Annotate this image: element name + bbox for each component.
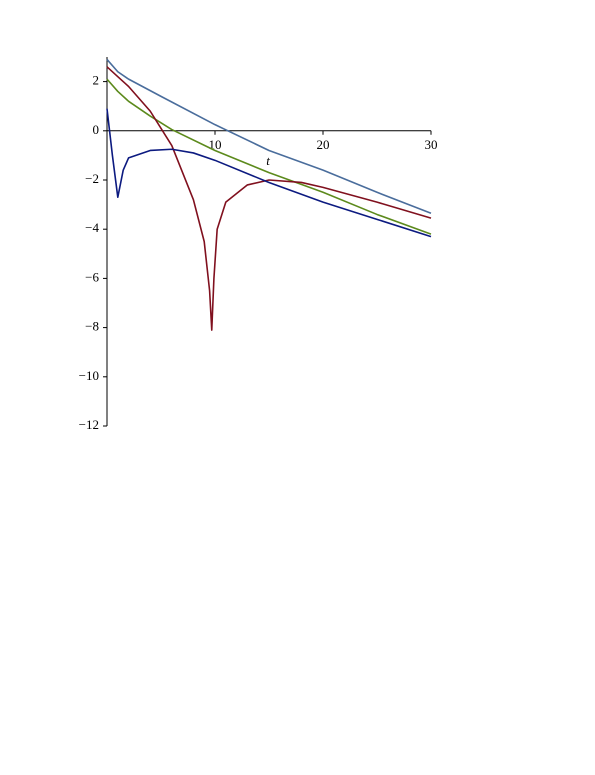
series-line — [106, 78, 432, 235]
series-line — [106, 66, 432, 331]
x-axis-label: t — [266, 153, 270, 168]
y-tick-label: −6 — [85, 269, 99, 284]
series-line — [106, 58, 432, 214]
y-tick-label: 0 — [93, 122, 100, 137]
y-tick-label: −4 — [85, 220, 99, 235]
y-tick-label: −8 — [85, 319, 99, 334]
x-tick-label: 10 — [209, 137, 222, 152]
y-tick-label: −10 — [79, 368, 99, 383]
x-tick-label: 20 — [317, 137, 330, 152]
y-tick-label: −12 — [79, 417, 99, 432]
y-tick-label: −2 — [85, 171, 99, 186]
series-line — [106, 108, 432, 238]
y-tick-label: 2 — [93, 73, 100, 88]
x-tick-label: 30 — [425, 137, 438, 152]
